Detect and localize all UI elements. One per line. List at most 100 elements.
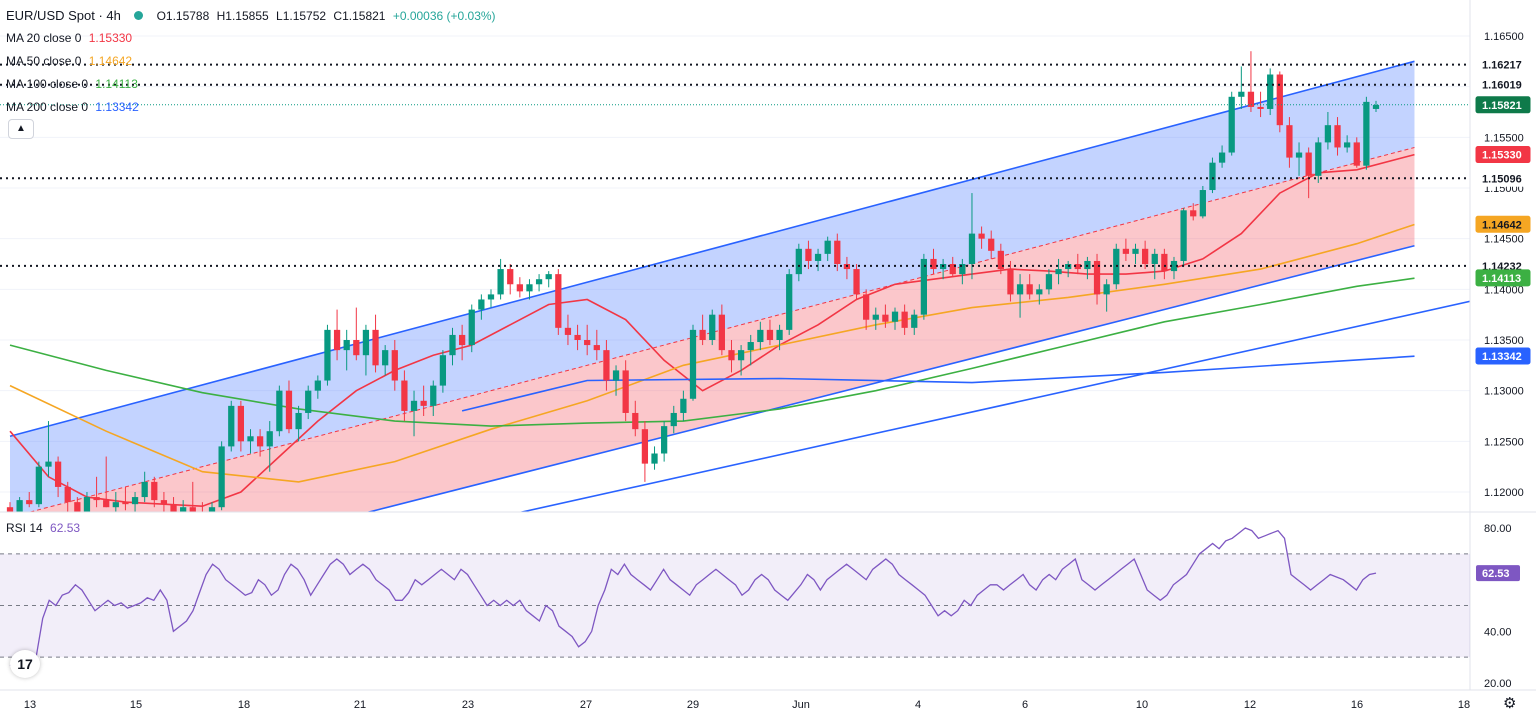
candle-body xyxy=(641,429,649,464)
candle-body xyxy=(930,258,937,270)
time-tick-label: 15 xyxy=(130,699,142,711)
price-label-box xyxy=(1475,347,1531,365)
candle-body xyxy=(1180,210,1187,261)
candle-body xyxy=(26,500,33,505)
gear-icon[interactable]: ⚙ xyxy=(1503,695,1517,712)
rsi-label: RSI 14 xyxy=(6,521,43,535)
time-tick-label: 12 xyxy=(1244,699,1256,711)
price-label-text: 1.15330 xyxy=(1482,150,1522,162)
candle-body xyxy=(891,311,899,322)
ma-200-label: MA 200 close 0 xyxy=(6,100,89,114)
price-label-box xyxy=(1475,146,1531,164)
candle-body xyxy=(776,329,783,340)
candle-body xyxy=(497,269,504,295)
candle-body xyxy=(1045,274,1053,290)
candle-body xyxy=(834,240,841,264)
candle-body xyxy=(824,240,831,254)
candle-body xyxy=(805,248,812,261)
price-label-text: 1.13342 xyxy=(1482,351,1522,363)
candle-body xyxy=(237,405,244,442)
candle-body xyxy=(728,350,735,361)
candle-body xyxy=(189,507,196,512)
price-label-text: 1.14642 xyxy=(1482,219,1522,231)
candle-body xyxy=(670,412,677,427)
candle-body xyxy=(1055,269,1062,275)
ma-legend-50[interactable]: MA 50 close 0 1.14642 xyxy=(6,54,136,68)
candle-body xyxy=(343,340,350,351)
candle-body xyxy=(16,500,23,512)
candle-body xyxy=(45,461,52,467)
candle-body xyxy=(882,314,889,322)
candle-body xyxy=(160,500,168,505)
candle-body xyxy=(1238,91,1245,97)
price-tick-label: 1.12000 xyxy=(1484,487,1524,499)
candle-body xyxy=(680,398,687,413)
candle-body xyxy=(1353,142,1360,166)
time-tick-label: Jun xyxy=(792,699,810,711)
price-pane xyxy=(6,51,1470,512)
candle-body xyxy=(718,314,725,351)
candle-body xyxy=(468,309,475,346)
candle-body xyxy=(526,284,533,292)
candle-body xyxy=(1276,74,1283,126)
candle-body xyxy=(420,400,427,406)
candle-body xyxy=(295,412,302,430)
candle-body xyxy=(401,380,408,411)
ohlc-change: +0.00036 (+0.03%) xyxy=(392,9,496,23)
candle-body xyxy=(305,390,312,413)
candle-body xyxy=(757,329,764,343)
chevron-up-icon: ▲ xyxy=(16,123,26,134)
candle-body xyxy=(353,340,360,356)
candle-body xyxy=(1093,260,1101,295)
price-label-box xyxy=(1475,215,1531,233)
candle-body xyxy=(1151,253,1158,264)
price-tick-label: 1.12500 xyxy=(1484,436,1524,448)
candle-body xyxy=(228,405,235,447)
candle-body xyxy=(1363,101,1370,166)
candle-body xyxy=(689,329,697,399)
candle-body xyxy=(410,400,418,411)
channel-upper-line xyxy=(9,60,1415,438)
rsi-tick-label: 40.00 xyxy=(1484,626,1512,638)
ma-legend-200[interactable]: MA 200 close 0 1.13342 xyxy=(6,100,143,114)
rsi-tick-label: 20.00 xyxy=(1484,678,1512,690)
candle-body xyxy=(661,426,668,454)
candle-body xyxy=(391,350,398,381)
candle-body xyxy=(795,248,802,275)
time-tick-label: 18 xyxy=(1458,699,1470,711)
ohlc-close: C1.15821 xyxy=(333,9,386,23)
candle-body xyxy=(1315,142,1322,176)
rsi-legend[interactable]: RSI 14 62.53 xyxy=(6,521,84,535)
candle-body xyxy=(449,334,456,356)
candle-body xyxy=(151,481,158,501)
ma-legend-20[interactable]: MA 20 close 0 1.15330 xyxy=(6,31,136,45)
price-label-text: 1.16019 xyxy=(1482,80,1522,92)
candle-body xyxy=(208,507,216,512)
price-label-box xyxy=(1475,96,1531,114)
moving-average-line xyxy=(461,355,1415,412)
candle-body xyxy=(1324,125,1332,143)
candle-body xyxy=(276,390,283,432)
candle-body xyxy=(314,380,321,391)
candle-body xyxy=(814,253,822,261)
rsi-line xyxy=(9,527,1377,671)
candle-body xyxy=(1267,74,1274,109)
candle-body xyxy=(487,294,495,300)
channel-upper-fill xyxy=(10,61,1415,512)
candle-body xyxy=(372,329,379,366)
candle-body xyxy=(853,269,860,295)
collapse-legend-button[interactable]: ▲ xyxy=(8,119,34,139)
candle-body xyxy=(920,258,927,315)
ohlc-high: H1.15855 xyxy=(216,9,269,23)
price-label-text: 1.14113 xyxy=(1482,273,1521,285)
ma-legend-100[interactable]: MA 100 close 0 1.14113 xyxy=(6,77,142,91)
price-label-box xyxy=(1475,269,1531,287)
candle-body xyxy=(1026,284,1033,295)
ohlc-open: O1.15788 xyxy=(156,9,210,23)
price-label-text: 1.15821 xyxy=(1482,100,1522,112)
tradingview-logo-icon[interactable]: 17 xyxy=(10,650,40,678)
candle-body xyxy=(593,345,600,351)
candle-body xyxy=(1305,152,1312,176)
